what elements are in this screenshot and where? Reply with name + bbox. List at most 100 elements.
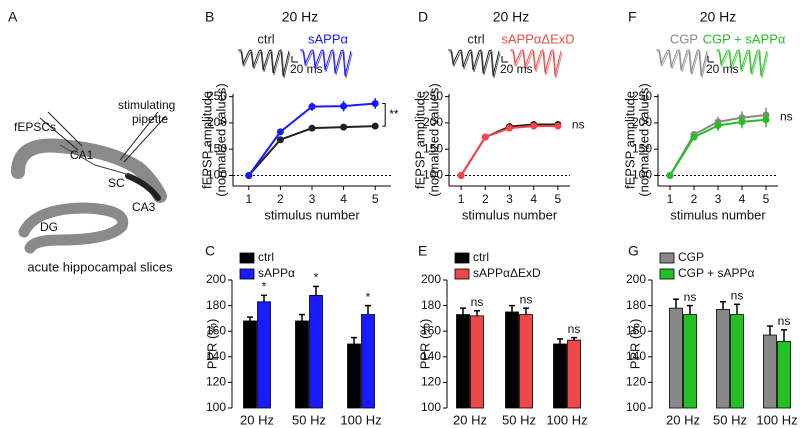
marker (530, 122, 538, 130)
marker (738, 118, 746, 126)
y-tick-label: 200 (206, 272, 226, 286)
marker (276, 136, 284, 144)
y-tick-label: 100 (421, 400, 441, 414)
ca-region (11, 138, 167, 203)
significance: ns (780, 110, 793, 124)
label: CA1 (70, 148, 94, 162)
x-tick-label: 1 (245, 192, 252, 206)
panel-letter: G (628, 243, 639, 259)
trace (656, 49, 708, 77)
y-tick-label: 120 (626, 375, 646, 389)
x-tick-label: 3 (715, 192, 722, 206)
significance: ns (731, 288, 744, 302)
significance: ns (471, 295, 484, 309)
significance: * (314, 271, 319, 285)
bar (456, 314, 470, 409)
bar (243, 320, 257, 409)
legend-swatch (239, 252, 255, 264)
line-panel: B 20 Hz ctrl sAPPα 20 ms 100 150 200 250 1 2 3 4 5 sti… (199, 9, 398, 223)
marker (276, 128, 284, 136)
bar (730, 314, 744, 409)
significance: ns (778, 314, 791, 328)
chart-title: 20 Hz (282, 9, 319, 25)
bar (295, 320, 309, 409)
y-tick-label: 200 (632, 115, 652, 129)
y-tick-label: 150 (207, 141, 227, 155)
scale-label: 20 ms (290, 62, 323, 76)
legend-swatch (454, 252, 470, 264)
trace (301, 51, 353, 79)
sc-fibers (59, 144, 131, 176)
series-label: ctrl (257, 31, 274, 46)
trace (717, 51, 769, 79)
x-tick-label: 5 (555, 192, 562, 206)
series-line (460, 125, 558, 177)
panel-letter: B (205, 9, 214, 25)
panel-letter: E (418, 243, 427, 259)
marker (340, 102, 348, 110)
x-tick-label: 5 (763, 192, 770, 206)
ca3-marker (125, 173, 161, 201)
marker (371, 122, 379, 130)
y-tick-label: 200 (207, 115, 227, 129)
panel-letter: D (418, 9, 428, 25)
y-tick-label: 160 (626, 323, 646, 337)
marker (554, 122, 562, 130)
trace (448, 49, 500, 77)
y-axis-label: PPR (%) (417, 319, 432, 370)
y-axis-label: PPR (%) (627, 319, 642, 370)
significance: ns (684, 290, 697, 304)
marker (481, 133, 489, 141)
x-tick-label: 100 Hz (756, 412, 797, 427)
legend-swatch (659, 252, 675, 264)
y-axis-label: fEPSP amplitude (622, 91, 637, 189)
stimulating-pipette (119, 111, 167, 163)
legend-label: ctrl (473, 250, 489, 264)
y-tick-label: 100 (626, 400, 646, 414)
y-tick-label: 200 (626, 272, 646, 286)
diagram: A fEPSCs stimulating pipette CA1 SC CA3 … (8, 9, 175, 275)
y-axis-label: (normalized values) (636, 83, 651, 196)
trace (239, 51, 291, 79)
y-axis-label: (normalized values) (213, 83, 228, 196)
x-tick-label: 1 (458, 192, 465, 206)
y-axis-label: fEPSP amplitude (199, 91, 214, 189)
bar (309, 294, 323, 409)
label: CA3 (132, 200, 156, 214)
label: SC (108, 176, 125, 190)
marker (245, 171, 253, 179)
bar (347, 343, 361, 409)
significance: ** (389, 107, 399, 121)
significance: * (262, 280, 267, 294)
bar (683, 314, 697, 409)
series-label: CGP (670, 31, 698, 46)
y-tick-label: 100 (206, 400, 226, 414)
series-line (460, 123, 558, 177)
line-panel: D 20 Hz ctrl sAPPαΔExD 20 ms 100 150 200 250 1 2 3 4… (412, 9, 584, 223)
dg-region (18, 202, 129, 254)
y-tick-label: 100 (423, 168, 443, 182)
y-tick-label: 140 (626, 349, 646, 363)
label: fEPSCs (14, 120, 56, 134)
y-tick-label: 100 (632, 168, 652, 182)
x-axis-label: stimulus number (670, 207, 766, 222)
x-axis-label: stimulus number (264, 207, 360, 222)
x-tick-label: 4 (340, 192, 347, 206)
bar (361, 314, 375, 409)
panel-letter: F (628, 9, 637, 25)
y-tick-label: 150 (423, 141, 443, 155)
trace (657, 51, 709, 79)
trace (449, 51, 501, 79)
x-tick-label: 1 (667, 192, 674, 206)
panel-letter: A (8, 9, 18, 25)
legend-label: sAPPα (258, 266, 295, 280)
x-tick-label: 3 (309, 192, 316, 206)
y-tick-label: 250 (423, 89, 443, 103)
bar (669, 307, 683, 409)
marker (371, 99, 379, 107)
legend-swatch (659, 268, 675, 280)
y-tick-label: 100 (207, 168, 227, 182)
